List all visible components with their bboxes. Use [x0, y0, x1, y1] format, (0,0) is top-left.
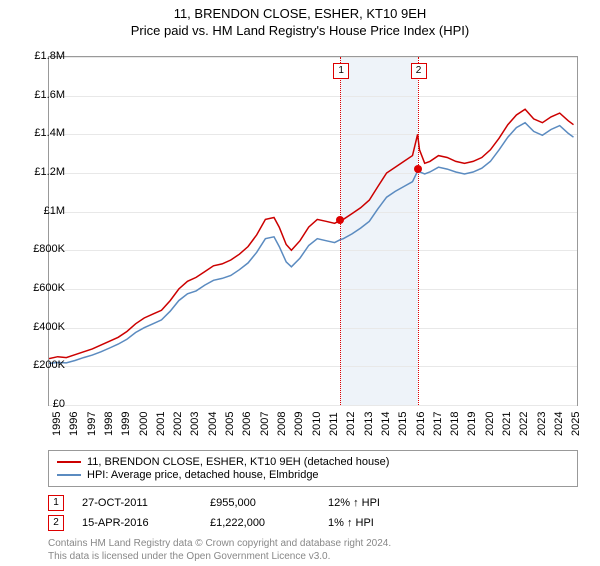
x-tick-label: 2009 — [293, 412, 305, 436]
y-tick-label: £400K — [33, 321, 65, 333]
x-tick-label: 2021 — [501, 412, 513, 436]
x-tick-label: 2016 — [415, 412, 427, 436]
x-tick-label: 2006 — [241, 412, 253, 436]
footer-attribution: Contains HM Land Registry data © Crown c… — [48, 537, 578, 563]
sale-row: 1 27-OCT-2011 £955,000 12% ↑ HPI — [48, 495, 578, 511]
x-tick-label: 1999 — [120, 412, 132, 436]
x-tick-label: 2003 — [189, 412, 201, 436]
y-tick-label: £1M — [44, 205, 65, 217]
y-tick-label: £1.6M — [34, 89, 65, 101]
x-tick-label: 2014 — [380, 412, 392, 436]
y-tick-label: £200K — [33, 359, 65, 371]
x-tick-label: 2015 — [397, 412, 409, 436]
x-tick-label: 2008 — [276, 412, 288, 436]
chart-title: 11, BRENDON CLOSE, ESHER, KT10 9EH — [0, 6, 600, 21]
footer-line-1: Contains HM Land Registry data © Crown c… — [48, 537, 578, 550]
y-tick-label: £0 — [53, 398, 65, 410]
x-tick-label: 2001 — [155, 412, 167, 436]
sale-date: 15-APR-2016 — [82, 517, 192, 529]
x-tick-label: 2017 — [432, 412, 444, 436]
plot-area: 12 — [48, 56, 578, 406]
gridline-h — [49, 405, 577, 406]
footer-line-2: This data is licensed under the Open Gov… — [48, 550, 578, 563]
x-tick-label: 2013 — [363, 412, 375, 436]
x-tick-label: 1996 — [68, 412, 80, 436]
x-tick-label: 2004 — [207, 412, 219, 436]
sale-price: £1,222,000 — [210, 517, 310, 529]
legend-box: 11, BRENDON CLOSE, ESHER, KT10 9EH (deta… — [48, 450, 578, 487]
x-tick-label: 1997 — [86, 412, 98, 436]
x-tick-label: 2000 — [138, 412, 150, 436]
series-price_paid — [49, 109, 574, 358]
legend-swatch — [57, 474, 81, 476]
y-tick-label: £800K — [33, 243, 65, 255]
sale-dot — [414, 165, 422, 173]
x-tick-label: 2012 — [345, 412, 357, 436]
legend-label: HPI: Average price, detached house, Elmb… — [87, 469, 319, 481]
sale-row: 2 15-APR-2016 £1,222,000 1% ↑ HPI — [48, 515, 578, 531]
legend-and-footer: 11, BRENDON CLOSE, ESHER, KT10 9EH (deta… — [48, 450, 578, 563]
sale-delta: 1% ↑ HPI — [328, 517, 374, 529]
x-tick-label: 2022 — [518, 412, 530, 436]
sale-index-box: 2 — [48, 515, 64, 531]
x-tick-label: 2005 — [224, 412, 236, 436]
x-tick-label: 1995 — [51, 412, 63, 436]
sale-date: 27-OCT-2011 — [82, 497, 192, 509]
sale-price: £955,000 — [210, 497, 310, 509]
x-tick-label: 2023 — [536, 412, 548, 436]
x-tick-label: 2007 — [259, 412, 271, 436]
legend-swatch — [57, 461, 81, 463]
legend-row: 11, BRENDON CLOSE, ESHER, KT10 9EH (deta… — [57, 456, 569, 468]
legend-label: 11, BRENDON CLOSE, ESHER, KT10 9EH (deta… — [87, 456, 389, 468]
series-hpi — [49, 123, 574, 364]
y-tick-label: £600K — [33, 282, 65, 294]
x-tick-label: 2024 — [553, 412, 565, 436]
y-tick-label: £1.8M — [34, 50, 65, 62]
x-tick-label: 2010 — [311, 412, 323, 436]
y-tick-label: £1.4M — [34, 127, 65, 139]
x-tick-label: 2025 — [570, 412, 582, 436]
sale-index-box: 1 — [48, 495, 64, 511]
chart-container: 11, BRENDON CLOSE, ESHER, KT10 9EH Price… — [0, 6, 600, 566]
legend-row: HPI: Average price, detached house, Elmb… — [57, 469, 569, 481]
sales-table: 1 27-OCT-2011 £955,000 12% ↑ HPI 2 15-APR-201… — [48, 495, 578, 531]
y-tick-label: £1.2M — [34, 166, 65, 178]
sale-dot — [336, 216, 344, 224]
sale-delta: 12% ↑ HPI — [328, 497, 380, 509]
x-tick-label: 2011 — [328, 412, 340, 436]
x-tick-label: 2018 — [449, 412, 461, 436]
series-svg — [49, 57, 577, 405]
x-tick-label: 2002 — [172, 412, 184, 436]
x-tick-label: 2019 — [466, 412, 478, 436]
chart-subtitle: Price paid vs. HM Land Registry's House … — [0, 23, 600, 38]
x-tick-label: 2020 — [484, 412, 496, 436]
x-tick-label: 1998 — [103, 412, 115, 436]
